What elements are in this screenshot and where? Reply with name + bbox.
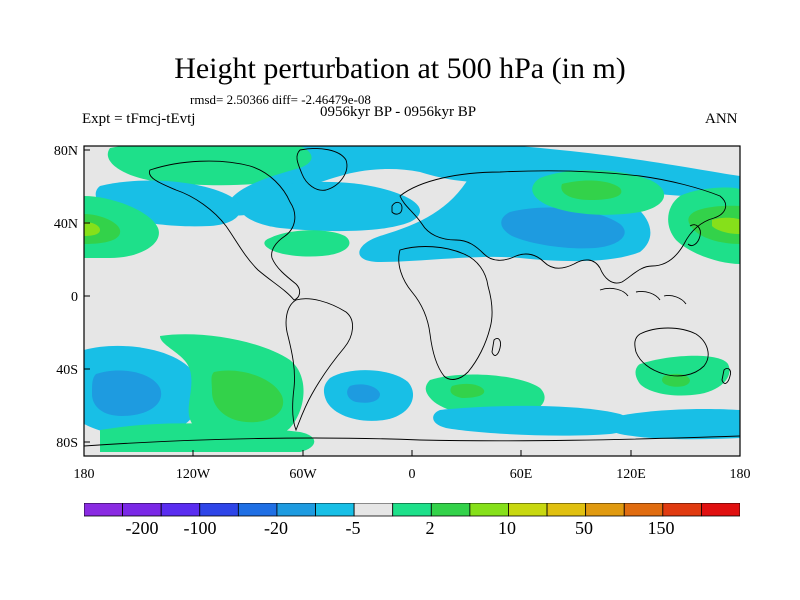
nh-eastpacific-lime-core [712, 217, 740, 234]
sh-southatlantic-mid-blue-core [347, 384, 380, 403]
colorbar [84, 503, 740, 517]
coast-greenland [296, 148, 348, 191]
colorbar-label: -200 [125, 518, 159, 538]
colorbar-box [585, 503, 625, 517]
colorbar-label: 50 [575, 518, 593, 538]
coast-eurasia [399, 170, 727, 284]
figure-title: Height perturbation at 500 hPa (in m) [174, 52, 626, 85]
coast-madagascar [491, 337, 501, 356]
colorbar-box [430, 503, 471, 517]
experiment-label: Expt = tFmcj-tEvtj [82, 111, 196, 127]
coast-africa [398, 246, 493, 380]
lat-label-40s: 40S [56, 363, 78, 378]
sh-australia-green-core [662, 373, 690, 387]
colorbar-box [276, 503, 316, 517]
nh-westpacific-green-core [84, 214, 121, 244]
nh-atlantic-blue-patch [238, 181, 420, 232]
colorbar-box [701, 503, 740, 517]
colorbar-box [508, 503, 548, 517]
colorbar-box [160, 503, 201, 517]
colorbar-box [84, 503, 123, 517]
lon-label-0: 0 [409, 467, 416, 482]
season-label: ANN [705, 111, 738, 127]
sh-southindian-green-core [450, 383, 485, 398]
nh-eurasia-mid-blue-core [501, 207, 625, 249]
sh-southpacific-east-blue-band [604, 408, 740, 440]
nh-northamerica-green-patch [264, 230, 350, 257]
lat-label-80s: 80S [56, 436, 78, 451]
lat-label-40n: 40N [54, 217, 78, 232]
coast-north-america [148, 160, 301, 301]
colorbar-box [623, 503, 664, 517]
lon-label-180-right: 180 [730, 467, 751, 482]
nh-westpacific-lime-core [84, 222, 100, 236]
colorbar-box [199, 503, 239, 517]
coast-antarctica [84, 435, 740, 447]
colorbar-box [353, 503, 394, 517]
colorbar-box [392, 503, 432, 517]
colorbar-box [122, 503, 162, 517]
lon-label-180-left: 180 [74, 467, 95, 482]
colorbar-box [315, 503, 355, 517]
sh-southpacific-green-core [211, 370, 284, 423]
colorbar-label: 10 [498, 518, 516, 538]
colorbar-label: 150 [647, 518, 675, 538]
lat-label-80n: 80N [54, 144, 78, 159]
lon-label-120e: 120E [616, 467, 646, 482]
nh-siberia-green-core [561, 180, 622, 200]
colorbar-label: -20 [264, 518, 288, 538]
coast-uk [391, 201, 403, 215]
lat-label-0: 0 [71, 290, 78, 305]
colorbar-label: -5 [345, 518, 361, 538]
colorbar-label: 2 [425, 518, 435, 538]
axis-ticks [84, 149, 632, 456]
colorbar-box [237, 503, 278, 517]
lon-label-120w: 120W [176, 467, 211, 482]
colorbar-box [546, 503, 587, 517]
coastlines [84, 148, 740, 447]
coast-new-zealand [721, 367, 731, 384]
lon-label-60e: 60E [510, 467, 533, 482]
coast-australia [634, 327, 709, 377]
coast-indonesia [599, 287, 687, 305]
period-label: 0956kyr BP - 0956kyr BP [320, 104, 477, 120]
rmsd-stats: rmsd= 2.50366 diff= -2.46479e-08 [190, 92, 371, 107]
colorbar-box [469, 503, 509, 517]
sh-southindian-blue-band [433, 405, 630, 436]
sh-pacific-mid-blue-core [92, 370, 162, 416]
sh-antarctic-green-band [100, 423, 315, 452]
colorbar-label: -100 [183, 518, 217, 538]
coast-south-america [285, 298, 353, 432]
colorbar-box [662, 503, 702, 517]
coast-japan [687, 224, 701, 247]
lon-label-60w: 60W [289, 467, 317, 482]
